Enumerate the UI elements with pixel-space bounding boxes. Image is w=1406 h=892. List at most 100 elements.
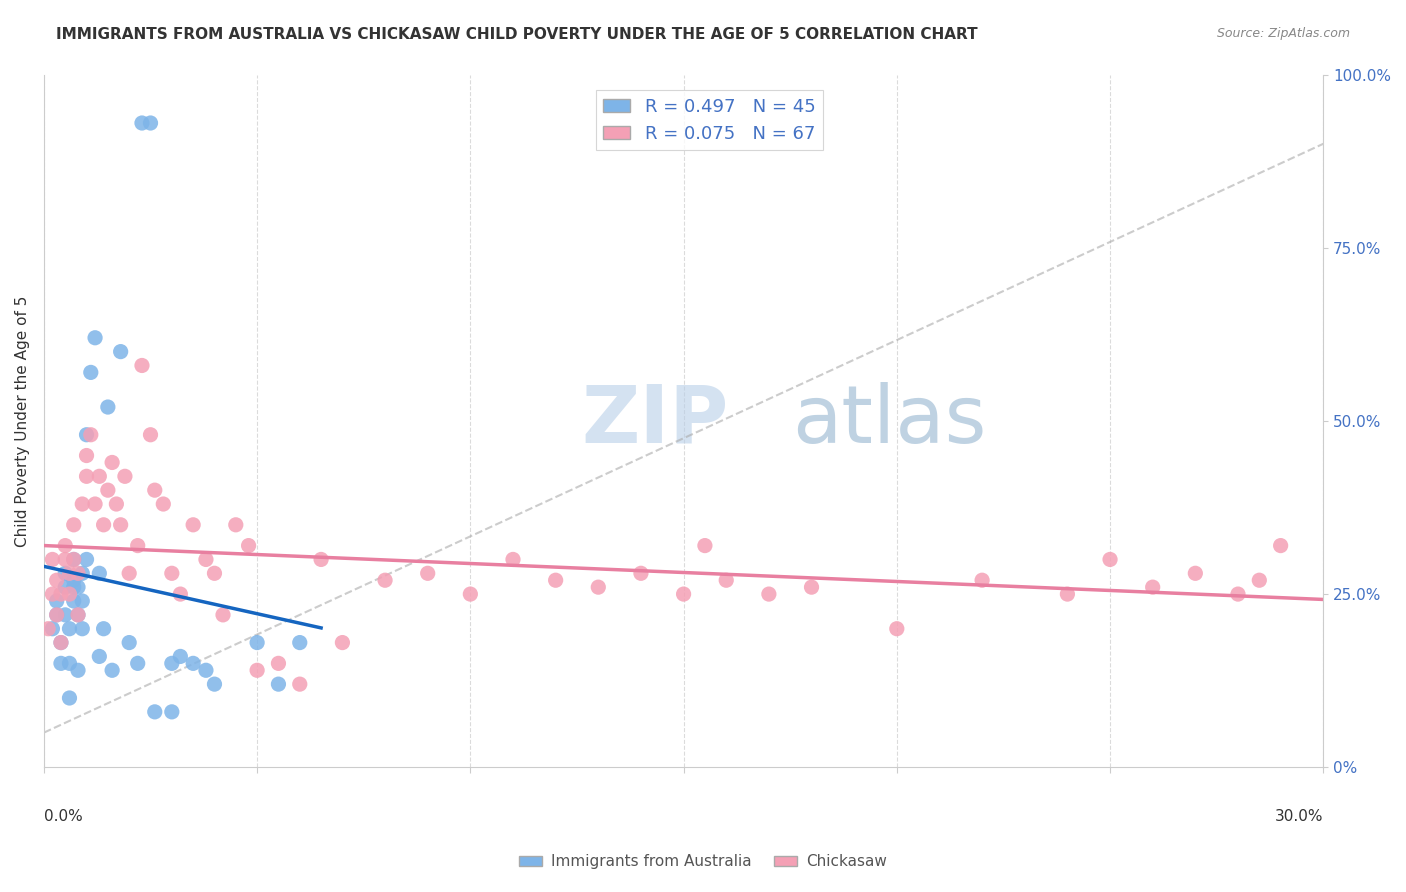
Point [160, 566, 183, 581]
Point [131, 359, 153, 373]
Point [53, 552, 76, 566]
Point [45, 594, 67, 608]
Point [374, 573, 396, 587]
Point [212, 607, 235, 622]
Point [131, 116, 153, 130]
Point [49, 657, 72, 671]
Point [62, 552, 84, 566]
Point [62, 594, 84, 608]
Point [127, 657, 149, 671]
Point [972, 573, 994, 587]
Point [76, 552, 98, 566]
Point [1184, 566, 1206, 581]
Point [267, 677, 290, 691]
Point [66, 607, 89, 622]
Point [225, 517, 247, 532]
Point [76, 427, 98, 442]
Point [84, 497, 107, 511]
Point [89, 566, 111, 581]
Point [37, 622, 59, 636]
Point [49, 635, 72, 649]
Point [76, 469, 98, 483]
Legend: R = 0.497   N = 45, R = 0.075   N = 67: R = 0.497 N = 45, R = 0.075 N = 67 [596, 90, 823, 150]
Point [80, 365, 103, 379]
Point [53, 607, 76, 622]
Point [181, 517, 204, 532]
Point [101, 663, 124, 677]
Point [62, 580, 84, 594]
Point [1099, 552, 1122, 566]
Point [66, 580, 89, 594]
Point [97, 483, 120, 498]
Point [139, 427, 162, 442]
Point [66, 663, 89, 677]
Point [110, 517, 132, 532]
Point [288, 677, 311, 691]
Point [41, 552, 63, 566]
Point [143, 483, 166, 498]
Point [332, 635, 354, 649]
Point [72, 566, 94, 581]
Text: 0.0%: 0.0% [44, 809, 83, 824]
Point [160, 657, 183, 671]
Point [672, 587, 695, 601]
Point [716, 573, 738, 587]
Point [58, 622, 80, 636]
Text: Source: ZipAtlas.com: Source: ZipAtlas.com [1216, 27, 1350, 40]
Point [62, 517, 84, 532]
Point [1270, 539, 1292, 553]
Point [588, 580, 610, 594]
Point [152, 497, 174, 511]
Point [89, 469, 111, 483]
Point [53, 539, 76, 553]
Point [143, 705, 166, 719]
Point [246, 663, 269, 677]
Point [139, 116, 162, 130]
Point [416, 566, 439, 581]
Point [800, 580, 823, 594]
Point [49, 635, 72, 649]
Point [53, 566, 76, 581]
Point [238, 539, 260, 553]
Point [45, 607, 67, 622]
Point [204, 677, 226, 691]
Point [58, 587, 80, 601]
Legend: Immigrants from Australia, Chickasaw: Immigrants from Australia, Chickasaw [513, 848, 893, 875]
Point [58, 566, 80, 581]
Point [49, 587, 72, 601]
Point [89, 649, 111, 664]
Point [72, 594, 94, 608]
Point [62, 552, 84, 566]
Point [118, 566, 141, 581]
Point [93, 622, 115, 636]
Point [114, 469, 136, 483]
Point [45, 607, 67, 622]
Point [181, 657, 204, 671]
Y-axis label: Child Poverty Under the Age of 5: Child Poverty Under the Age of 5 [15, 295, 30, 547]
Point [758, 587, 780, 601]
Point [309, 552, 332, 566]
Point [127, 539, 149, 553]
Text: IMMIGRANTS FROM AUSTRALIA VS CHICKASAW CHILD POVERTY UNDER THE AGE OF 5 CORRELAT: IMMIGRANTS FROM AUSTRALIA VS CHICKASAW C… [56, 27, 977, 42]
Point [45, 573, 67, 587]
Point [76, 449, 98, 463]
Point [246, 635, 269, 649]
Point [194, 552, 217, 566]
Point [160, 705, 183, 719]
Point [169, 649, 191, 664]
Point [93, 517, 115, 532]
Point [72, 497, 94, 511]
Point [169, 587, 191, 601]
Point [41, 622, 63, 636]
Text: 30.0%: 30.0% [1275, 809, 1323, 824]
Point [1056, 587, 1078, 601]
Point [53, 580, 76, 594]
Text: atlas: atlas [793, 382, 987, 460]
Point [41, 587, 63, 601]
Point [886, 622, 908, 636]
Point [460, 587, 482, 601]
Point [544, 573, 567, 587]
Point [62, 573, 84, 587]
Point [97, 400, 120, 414]
Point [1249, 573, 1271, 587]
